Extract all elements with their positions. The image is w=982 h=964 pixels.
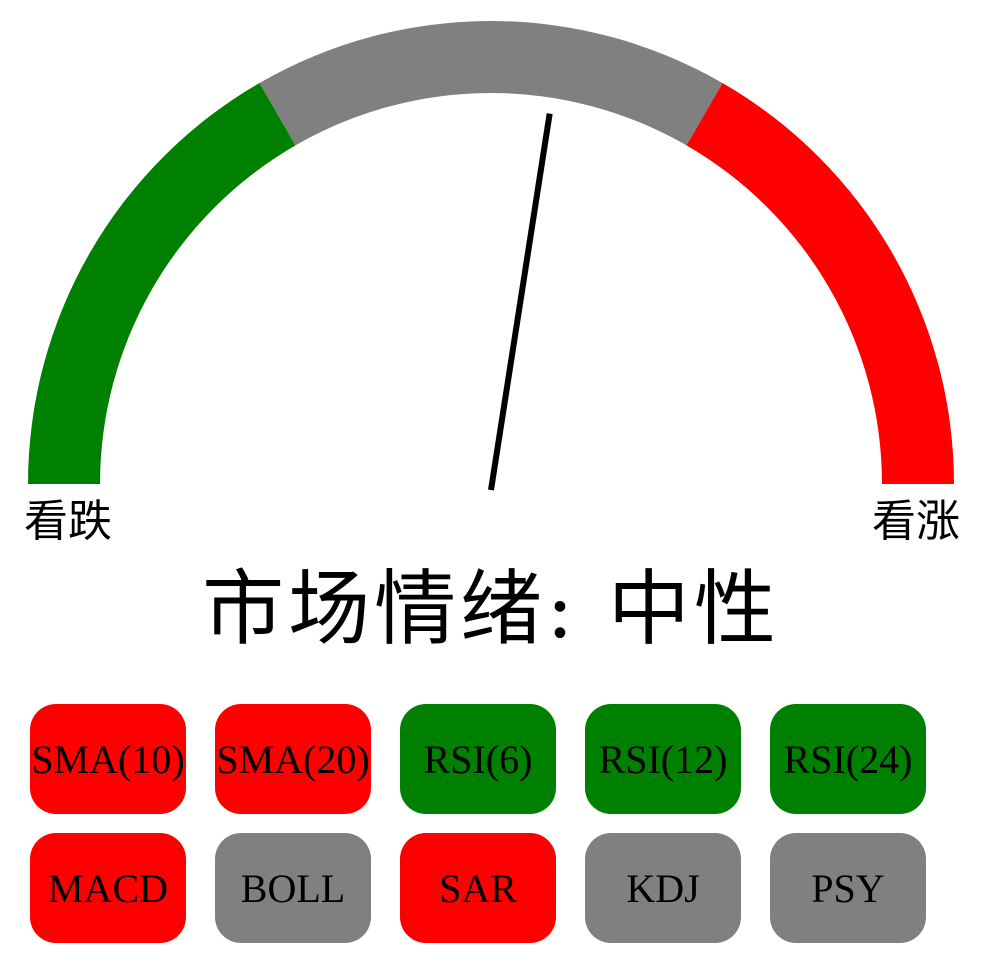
indicator-sar: SAR — [400, 833, 556, 943]
indicator-rsi12: RSI(12) — [585, 704, 741, 814]
indicator-kdj: KDJ — [585, 833, 741, 943]
gauge-arcs — [28, 20, 954, 484]
gauge-segment-bearish — [28, 83, 296, 484]
indicator-boll: BOLL — [215, 833, 371, 943]
indicator-grid: SMA(10) SMA(20) RSI(6) RSI(12) RSI(24) M… — [30, 704, 930, 943]
market-sentiment-title: 市场情绪: 中性 — [202, 562, 780, 657]
indicator-rsi24: RSI(24) — [770, 704, 926, 814]
indicator-rsi6: RSI(6) — [400, 704, 556, 814]
gauge-segment-bullish — [686, 83, 954, 484]
sentiment-gauge — [28, 20, 954, 491]
indicator-sma10: SMA(10) — [30, 704, 186, 814]
indicator-macd: MACD — [30, 833, 186, 943]
indicator-sma20: SMA(20) — [215, 704, 371, 814]
gauge-segment-neutral — [259, 20, 723, 146]
bullish-label: 看涨 — [872, 496, 960, 547]
gauge-needle — [488, 113, 553, 491]
bearish-label: 看跌 — [24, 496, 112, 547]
indicator-psy: PSY — [770, 833, 926, 943]
